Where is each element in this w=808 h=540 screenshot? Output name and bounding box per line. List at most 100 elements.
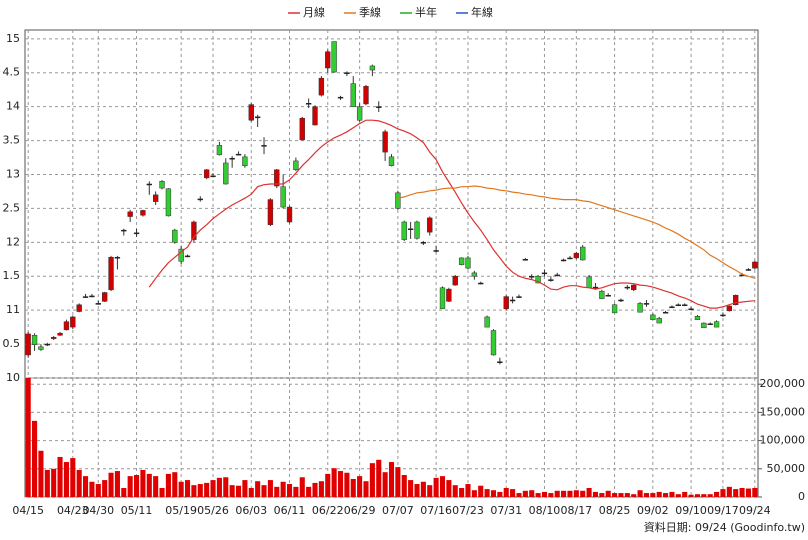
candle-body bbox=[713, 321, 720, 328]
volume-bar bbox=[408, 480, 414, 497]
candle-body bbox=[356, 106, 363, 121]
candle-body bbox=[178, 248, 184, 262]
volume-bar bbox=[535, 493, 541, 497]
volume-bar bbox=[140, 469, 146, 497]
volume-bar bbox=[624, 493, 630, 497]
y-tick-label: 12 bbox=[6, 235, 20, 248]
x-tick-label: 08/17 bbox=[560, 504, 592, 517]
candle-body bbox=[631, 284, 637, 291]
y2-tick-label: 150,000 bbox=[760, 405, 806, 418]
candle-body bbox=[637, 303, 643, 313]
volume-bar bbox=[541, 491, 548, 497]
volume-bar bbox=[267, 480, 273, 497]
candle-body bbox=[331, 41, 337, 73]
volume-bar bbox=[197, 484, 203, 497]
volume-bar bbox=[478, 485, 484, 497]
volume-bar bbox=[739, 487, 745, 497]
candle-body bbox=[682, 304, 688, 306]
candle-body bbox=[720, 314, 726, 317]
x-tick-label: 06/29 bbox=[344, 504, 376, 517]
volume-bar bbox=[63, 462, 69, 497]
volume-bar bbox=[643, 493, 650, 497]
volume-bar bbox=[707, 494, 713, 497]
candle-body bbox=[152, 194, 159, 202]
candle-body bbox=[707, 323, 713, 325]
volume-bar bbox=[184, 480, 191, 497]
volume-bar bbox=[70, 458, 76, 497]
volume-bar bbox=[580, 490, 586, 497]
candle-body bbox=[554, 274, 560, 277]
candle-body bbox=[586, 276, 592, 289]
volume-bar bbox=[369, 463, 375, 497]
candle-body bbox=[203, 169, 210, 179]
volume-bar bbox=[682, 491, 688, 497]
volume-bar bbox=[433, 477, 439, 497]
volume-bar bbox=[745, 488, 751, 497]
candle-body bbox=[235, 153, 242, 156]
candle-body bbox=[191, 221, 197, 240]
candle-body bbox=[694, 316, 701, 320]
candle-body bbox=[548, 279, 554, 281]
candle-body bbox=[484, 316, 490, 328]
volume-bar bbox=[669, 491, 675, 497]
candle-body bbox=[197, 198, 203, 201]
volume-bar bbox=[172, 472, 178, 497]
x-tick-label: 07/23 bbox=[452, 504, 484, 517]
volume-bar bbox=[293, 486, 299, 497]
volume-bar bbox=[306, 486, 312, 497]
candle-body bbox=[560, 259, 567, 262]
candle-body bbox=[293, 160, 299, 170]
volume-bar bbox=[223, 477, 229, 497]
candle-body bbox=[650, 314, 656, 320]
volume-bar bbox=[688, 494, 694, 497]
candle-body bbox=[261, 145, 267, 147]
candle-body bbox=[509, 299, 516, 302]
volume-bar bbox=[459, 487, 465, 497]
candle-body bbox=[325, 51, 331, 69]
volume-bar bbox=[331, 468, 337, 497]
volume-bar bbox=[286, 484, 293, 497]
legend-label: 半年 bbox=[415, 5, 437, 19]
candle-body bbox=[344, 72, 350, 74]
candle-body bbox=[305, 103, 312, 105]
volume-bar bbox=[663, 493, 669, 497]
candle-body bbox=[675, 304, 681, 306]
volume-bar bbox=[395, 467, 401, 497]
volume-bar bbox=[522, 490, 528, 497]
candle-body bbox=[140, 210, 146, 216]
legend-label: 月線 bbox=[303, 5, 325, 19]
volume-bar bbox=[388, 462, 395, 497]
volume-bar bbox=[337, 471, 344, 497]
volume-bar bbox=[631, 494, 637, 497]
candle-body bbox=[541, 272, 548, 275]
candle-body bbox=[439, 287, 446, 310]
candle-body bbox=[216, 145, 223, 156]
candle-body bbox=[70, 316, 76, 328]
volume-bar bbox=[76, 469, 82, 497]
volume-bar bbox=[439, 476, 446, 497]
candle-body bbox=[44, 343, 50, 346]
candle-body bbox=[363, 86, 369, 105]
volume-bar bbox=[471, 490, 477, 497]
candle-body bbox=[516, 296, 522, 298]
volume-bar bbox=[605, 490, 611, 497]
volume-bar bbox=[280, 481, 286, 497]
candle-body bbox=[369, 65, 376, 71]
candle-body bbox=[599, 290, 605, 299]
candle-body bbox=[446, 288, 452, 302]
candle-body bbox=[752, 261, 758, 269]
candle-body bbox=[414, 221, 420, 239]
candle-body bbox=[102, 292, 108, 302]
candle-body bbox=[688, 308, 694, 311]
y-tick-label: 10 bbox=[6, 371, 20, 384]
volume-bar bbox=[599, 493, 605, 497]
x-tick-label: 07/16 bbox=[420, 504, 452, 517]
volume-bar bbox=[25, 378, 31, 497]
volume-bar bbox=[363, 481, 369, 497]
legend-label: 年線 bbox=[471, 5, 493, 19]
volume-bar bbox=[446, 480, 452, 497]
candle-body bbox=[573, 252, 580, 259]
volume-bar bbox=[701, 494, 707, 497]
